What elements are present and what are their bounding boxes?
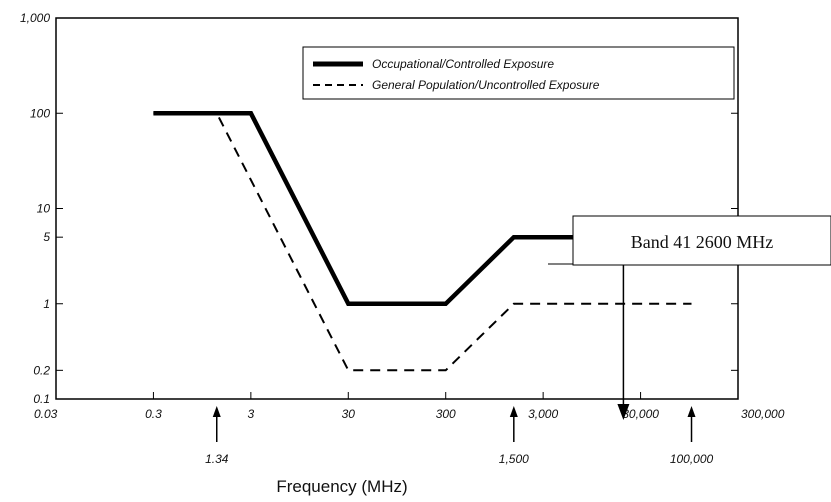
x-tick-label-300: 300	[436, 407, 456, 421]
legend-label-occupational: Occupational/Controlled Exposure	[372, 57, 554, 71]
x-tick-label-30-000: 30,000	[622, 407, 659, 421]
band-callout-box	[572, 215, 831, 266]
x-tick-label-300-000: 300,000	[741, 407, 785, 421]
x-tick-label-0-03: 0.03	[34, 407, 58, 421]
y-tick-label-1-000: 1,000	[20, 11, 50, 25]
y-tick-label-5: 5	[43, 230, 50, 244]
series-line-occupational	[153, 111, 692, 307]
annotation-arrowhead-100-000	[687, 406, 696, 417]
annotation-label-1-500: 1,500	[499, 452, 529, 466]
y-tick-label-0-1: 0.1	[33, 392, 50, 406]
annotation-label-100-000: 100,000	[670, 452, 714, 466]
legend: Occupational/Controlled Exposure General…	[302, 46, 735, 100]
x-tick-label-3-000: 3,000	[528, 407, 558, 421]
x-tick-label-0-3: 0.3	[145, 407, 162, 421]
y-tick-label-0-2: 0.2	[33, 363, 50, 377]
series-line-general-population	[153, 112, 692, 372]
annotation-label-1-34: 1.34	[205, 452, 229, 466]
legend-label-general-population: General Population/Uncontrolled Exposure	[372, 78, 600, 92]
x-tick-label-30: 30	[342, 407, 356, 421]
y-tick-label-100: 100	[30, 106, 50, 120]
y-tick-label-1: 1	[43, 297, 50, 311]
y-tick-label-10: 10	[37, 202, 51, 216]
band-callout-arrowhead	[617, 404, 630, 420]
band-callout-label: Band 41 2600 MHz	[631, 232, 774, 252]
band-callout: Band 41 2600 MHz	[548, 215, 831, 420]
x-tick-label-3: 3	[248, 407, 255, 421]
annotation-arrowhead-1-34	[212, 406, 221, 417]
x-axis-title: Frequency (MHz)	[276, 477, 407, 496]
annotation-arrowhead-1-500	[509, 406, 518, 417]
